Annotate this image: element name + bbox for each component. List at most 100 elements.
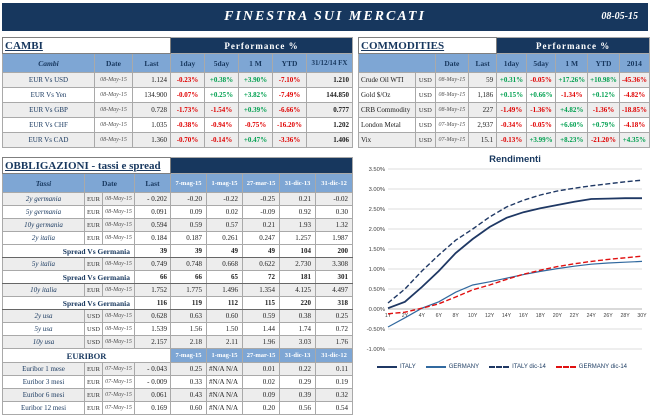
last-value: 0.594 — [134, 218, 172, 232]
col-31dic13: 31-dic-13 — [279, 173, 317, 193]
legend-swatch — [489, 366, 510, 368]
svg-text:24Y: 24Y — [587, 313, 597, 319]
last-value: 0.169 — [134, 401, 172, 415]
euribor-header-row: EURIBOR 7-mag-15 1-mag-15 27-mar-15 31-d… — [1, 348, 354, 363]
performance-value: -4.82% — [618, 87, 650, 103]
historical-value: 0.09 — [170, 205, 208, 219]
last-value: 1.360 — [132, 132, 171, 148]
spread-row: Spread Vs Germania 116 119 112 115 220 318 — [1, 296, 354, 310]
currency: USD — [415, 117, 436, 133]
date-value: 08-May-15 — [102, 231, 136, 245]
cambi-row: EUR Vs USD 08-May-15 1.124 -0.23% +0.38% +3.9… — [2, 72, 353, 88]
last-value: 2,937 — [468, 117, 498, 133]
date-value: 08-May-15 — [102, 322, 136, 336]
historical-value: 0.21 — [279, 192, 317, 206]
col-31dic12: 31-dic-12 — [315, 173, 354, 193]
legend-swatch — [376, 366, 397, 368]
rendimenti-chart: Rendimenti 3.50% 3.00% 2.50% 2.00% 1.50% 1.00%… — [356, 153, 648, 401]
rate-name: 10y usa — [2, 335, 85, 349]
legend-swatch — [555, 366, 576, 368]
last-value: - 0.043 — [134, 362, 172, 376]
performance-value: -0.07% — [170, 87, 205, 103]
spread-value: 119 — [170, 296, 208, 310]
date-value: 08-May-15 — [102, 205, 136, 219]
last-value: 1.124 — [132, 72, 171, 88]
historical-value: 0.11 — [315, 362, 354, 376]
obbligazioni-title-fill — [170, 157, 354, 174]
performance-value: +0.79% — [587, 117, 620, 133]
commodity-row: Vix USD 07-May-15 15.1 -0.13% +3.99% +8.23% -21… — [357, 132, 650, 148]
currency: EUR — [83, 362, 104, 376]
performance-value: +0.12% — [587, 87, 620, 103]
rate-name: 2y germania — [2, 192, 85, 206]
historical-value: 1.257 — [279, 231, 317, 245]
svg-text:-0.50%: -0.50% — [367, 327, 385, 333]
spread-row: Spread Vs Germania 66 66 65 72 181 301 — [1, 270, 354, 284]
historical-value: 2.11 — [206, 335, 244, 349]
col-ytd: YTD — [272, 53, 307, 73]
col-1m: 1 M — [238, 53, 273, 73]
performance-value: +3.99% — [525, 132, 557, 148]
performance-value: -7.49% — [272, 87, 307, 103]
col-1day: 1day — [170, 53, 205, 73]
date-value: 07-May-15 — [102, 401, 136, 415]
currency: USD — [83, 309, 104, 323]
historical-value: 0.02 — [206, 205, 244, 219]
commodities-section: COMMODITIES Performance % Date Last 1day… — [357, 37, 650, 148]
performance-value: -45.36% — [618, 72, 650, 88]
performance-value: +17.26% — [555, 72, 589, 88]
fx-reference-value: 1.202 — [306, 117, 353, 133]
spread-label: Spread Vs Germania — [1, 244, 136, 258]
spread-value: 115 — [242, 296, 281, 310]
obbligazioni-column-headers: Tassi Date Last 7-mag-15 1-mag-15 27-mar… — [2, 173, 354, 193]
historical-value: 0.25 — [170, 362, 208, 376]
fx-reference-value: 1.210 — [306, 72, 353, 88]
performance-value: -7.10% — [272, 72, 307, 88]
performance-value: +4.82% — [555, 102, 589, 118]
historical-value: 0.59 — [242, 309, 281, 323]
rate-row: 10y usa USD 08-May-15 2.157 2.18 2.11 1.96 3.03… — [2, 335, 354, 349]
currency: EUR — [83, 218, 104, 232]
last-value: 0.184 — [134, 231, 172, 245]
historical-value: 0.39 — [279, 388, 317, 402]
col-7mag15: 7-mag-15 — [170, 173, 208, 193]
euribor-row: Euribor 12 mesi EUR 07-May-15 0.169 0.60 #N/A… — [2, 401, 354, 415]
historical-value: 1.775 — [170, 283, 208, 297]
spread-value: 200 — [315, 244, 354, 258]
spread-value: 181 — [279, 270, 317, 284]
svg-text:0.00%: 0.00% — [369, 307, 385, 313]
performance-value: -3.36% — [272, 132, 307, 148]
historical-value: 0.748 — [170, 257, 208, 271]
rate-row: 2y germania EUR 08-May-15- 0.202 -0.20 -0.22… — [2, 192, 354, 206]
svg-text:18Y: 18Y — [536, 313, 546, 319]
currency: EUR — [83, 257, 104, 271]
col-7mag15: 7-mag-15 — [170, 348, 208, 363]
svg-text:2.50%: 2.50% — [369, 207, 385, 213]
historical-value: 1.987 — [315, 231, 354, 245]
spread-value: 49 — [242, 244, 281, 258]
legend-label: GERMANY dic-14 — [578, 364, 628, 370]
col-27mar15: 27-mar-15 — [242, 348, 281, 363]
performance-value: +0.15% — [496, 87, 527, 103]
pair-name: EUR Vs USD — [2, 72, 95, 88]
historical-value: 0.63 — [170, 309, 208, 323]
svg-text:12Y: 12Y — [485, 313, 495, 319]
historical-value: 0.622 — [242, 257, 281, 271]
cambi-section: CAMBI Performance % Cambi Date Last 1day… — [2, 37, 353, 148]
spread-last: 116 — [134, 296, 172, 310]
date-value: 07-May-15 — [434, 117, 470, 133]
spread-value: 39 — [170, 244, 208, 258]
svg-text:10Y: 10Y — [468, 313, 478, 319]
commodities-title: COMMODITIES — [357, 37, 498, 54]
last-value: 0.061 — [134, 388, 172, 402]
currency: EUR — [83, 283, 104, 297]
historical-value: 1.76 — [315, 335, 354, 349]
svg-text:1Y: 1Y — [385, 313, 392, 319]
legend-item-italy: ITALY — [376, 364, 416, 370]
rate-name: 5y usa — [2, 322, 85, 336]
historical-value: 4.125 — [279, 283, 317, 297]
obbligazioni-section: OBBLIGAZIONI - tassi e spread Tassi Date… — [1, 157, 354, 415]
rate-row: 10y italia EUR 08-May-15 1.752 1.775 1.496 1.3… — [2, 283, 354, 297]
date-value: 08-May-15 — [94, 72, 133, 88]
historical-value: -0.02 — [315, 192, 354, 206]
